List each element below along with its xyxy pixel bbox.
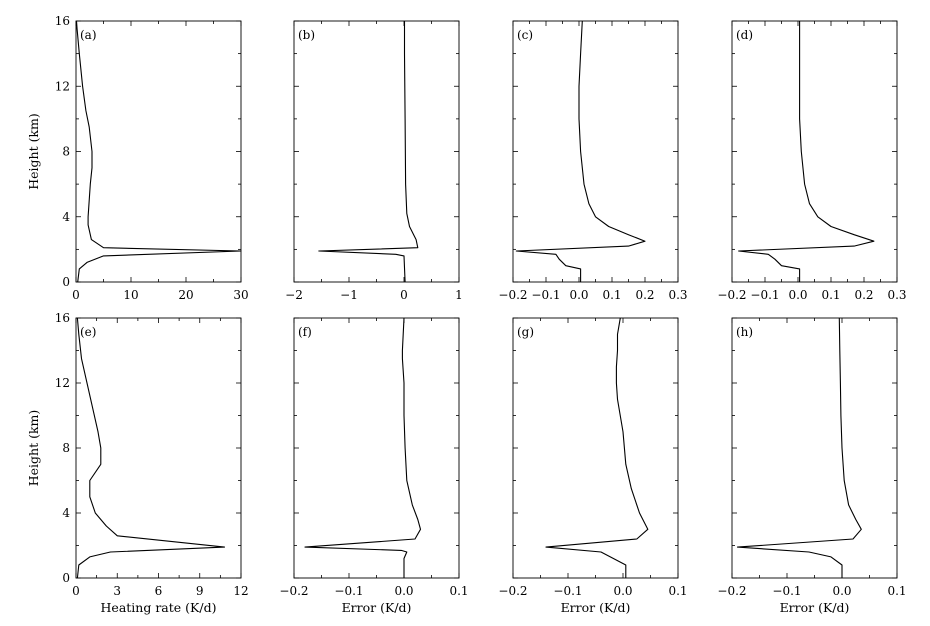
x-tick-label: 0.2 xyxy=(854,288,873,302)
panel-8: −0.2 −0.1 0.0 0.1 Error (K/d) (h) xyxy=(717,317,907,615)
x-tick-label: 0.0 xyxy=(788,288,807,302)
panel-label: (a) xyxy=(80,28,97,42)
y-tick-label: 16 xyxy=(55,311,70,325)
x-tick-label: −0.2 xyxy=(717,584,746,598)
x-tick-label: 12 xyxy=(233,584,248,598)
x-tick-label: 1 xyxy=(455,288,463,302)
x-tick-label: −0.2 xyxy=(717,288,746,302)
x-axis-label: Error (K/d) xyxy=(342,600,412,615)
x-axis-label: Heating rate (K/d) xyxy=(101,600,217,615)
panel-frame xyxy=(512,317,679,579)
x-tick-label: −0.2 xyxy=(498,584,527,598)
x-tick-label: −0.1 xyxy=(772,584,801,598)
profile-line xyxy=(75,20,242,283)
x-tick-label: −0.2 xyxy=(498,288,527,302)
profile-line xyxy=(738,21,875,282)
x-tick-label: 0.1 xyxy=(887,584,906,598)
x-tick-label: −0.2 xyxy=(279,584,308,598)
x-tick-label: −0.1 xyxy=(750,288,779,302)
x-tick-label: 20 xyxy=(178,288,193,302)
y-axis-label: Height (km) xyxy=(26,113,41,190)
x-tick-label: 0.3 xyxy=(668,288,687,302)
x-tick-label: 0 xyxy=(72,288,80,302)
x-tick-label: 0.1 xyxy=(449,584,468,598)
panel-label: (g) xyxy=(517,325,534,339)
x-tick-label: 0.1 xyxy=(821,288,840,302)
profile-line xyxy=(515,20,646,282)
x-tick-label: 0.1 xyxy=(602,288,621,302)
panel-7: −0.2 −0.1 0.0 0.1 Error (K/d) (g) xyxy=(498,317,688,615)
x-tick-label: 0.0 xyxy=(569,288,588,302)
x-tick-label: 0.0 xyxy=(832,584,851,598)
panel-2: −2 −1 0 1 (b) xyxy=(285,20,463,302)
x-tick-label: 0.1 xyxy=(668,584,687,598)
profile-line xyxy=(545,317,649,578)
x-axis-label: Error (K/d) xyxy=(780,600,850,615)
x-tick-label: 6 xyxy=(155,584,163,598)
panel-label: (e) xyxy=(80,325,96,339)
x-tick-label: 9 xyxy=(196,584,204,598)
panel-4: −0.2 −0.1 0.0 0.1 0.2 0.3 (d) xyxy=(717,20,907,302)
x-tick-label: −0.1 xyxy=(334,584,363,598)
x-tick-label: −2 xyxy=(285,288,303,302)
y-tick-label: 8 xyxy=(62,145,70,159)
profile-line xyxy=(76,317,226,579)
x-tick-label: 0.0 xyxy=(613,584,632,598)
y-tick-label: 16 xyxy=(55,14,70,28)
panel-label: (h) xyxy=(736,325,753,339)
y-tick-label: 8 xyxy=(62,441,70,455)
y-tick-label: 4 xyxy=(62,210,70,224)
panel-frame xyxy=(75,20,242,283)
y-axis-label: Height (km) xyxy=(26,410,41,487)
x-tick-label: 0 xyxy=(400,288,408,302)
x-tick-label: −1 xyxy=(340,288,358,302)
panel-6: −0.2 −0.1 0.0 0.1 Error (K/d) (f) xyxy=(279,317,469,615)
x-tick-label: 0.2 xyxy=(635,288,654,302)
panel-3: −0.2 −0.1 0.0 0.1 0.2 0.3 (c) xyxy=(498,20,688,302)
panel-5: 0 3 6 9 12 0 4 8 12 16 Height (km) Heating rate (K/… xyxy=(26,311,249,615)
y-tick-label: 4 xyxy=(62,506,70,520)
x-tick-label: 30 xyxy=(233,288,248,302)
x-axis-label: Error (K/d) xyxy=(561,600,631,615)
y-tick-label: 0 xyxy=(62,571,70,585)
panel-frame xyxy=(731,20,898,283)
panel-frame xyxy=(293,317,460,579)
x-tick-label: 0.0 xyxy=(394,584,413,598)
panel-frame xyxy=(293,20,460,283)
x-tick-label: 3 xyxy=(113,584,121,598)
y-tick-label: 12 xyxy=(55,376,70,390)
x-tick-label: 10 xyxy=(123,288,138,302)
y-tick-label: 0 xyxy=(62,275,70,289)
profile-line xyxy=(304,317,422,578)
panel-1: 0 10 20 30 0 4 8 12 16 Height (km) (a) xyxy=(26,14,249,302)
panel-frame xyxy=(731,317,898,579)
y-tick-label: 12 xyxy=(55,79,70,93)
x-tick-label: −0.1 xyxy=(531,288,560,302)
profile-line xyxy=(736,317,862,578)
x-tick-label: 0 xyxy=(72,584,80,598)
panel-frame xyxy=(512,20,679,283)
panel-label: (c) xyxy=(517,28,533,42)
panel-label: (b) xyxy=(298,28,315,42)
panel-label: (f) xyxy=(298,325,312,339)
x-tick-label: −0.1 xyxy=(553,584,582,598)
x-tick-label: 0.3 xyxy=(887,288,906,302)
profile-line xyxy=(318,21,419,283)
panel-label: (d) xyxy=(736,28,753,42)
